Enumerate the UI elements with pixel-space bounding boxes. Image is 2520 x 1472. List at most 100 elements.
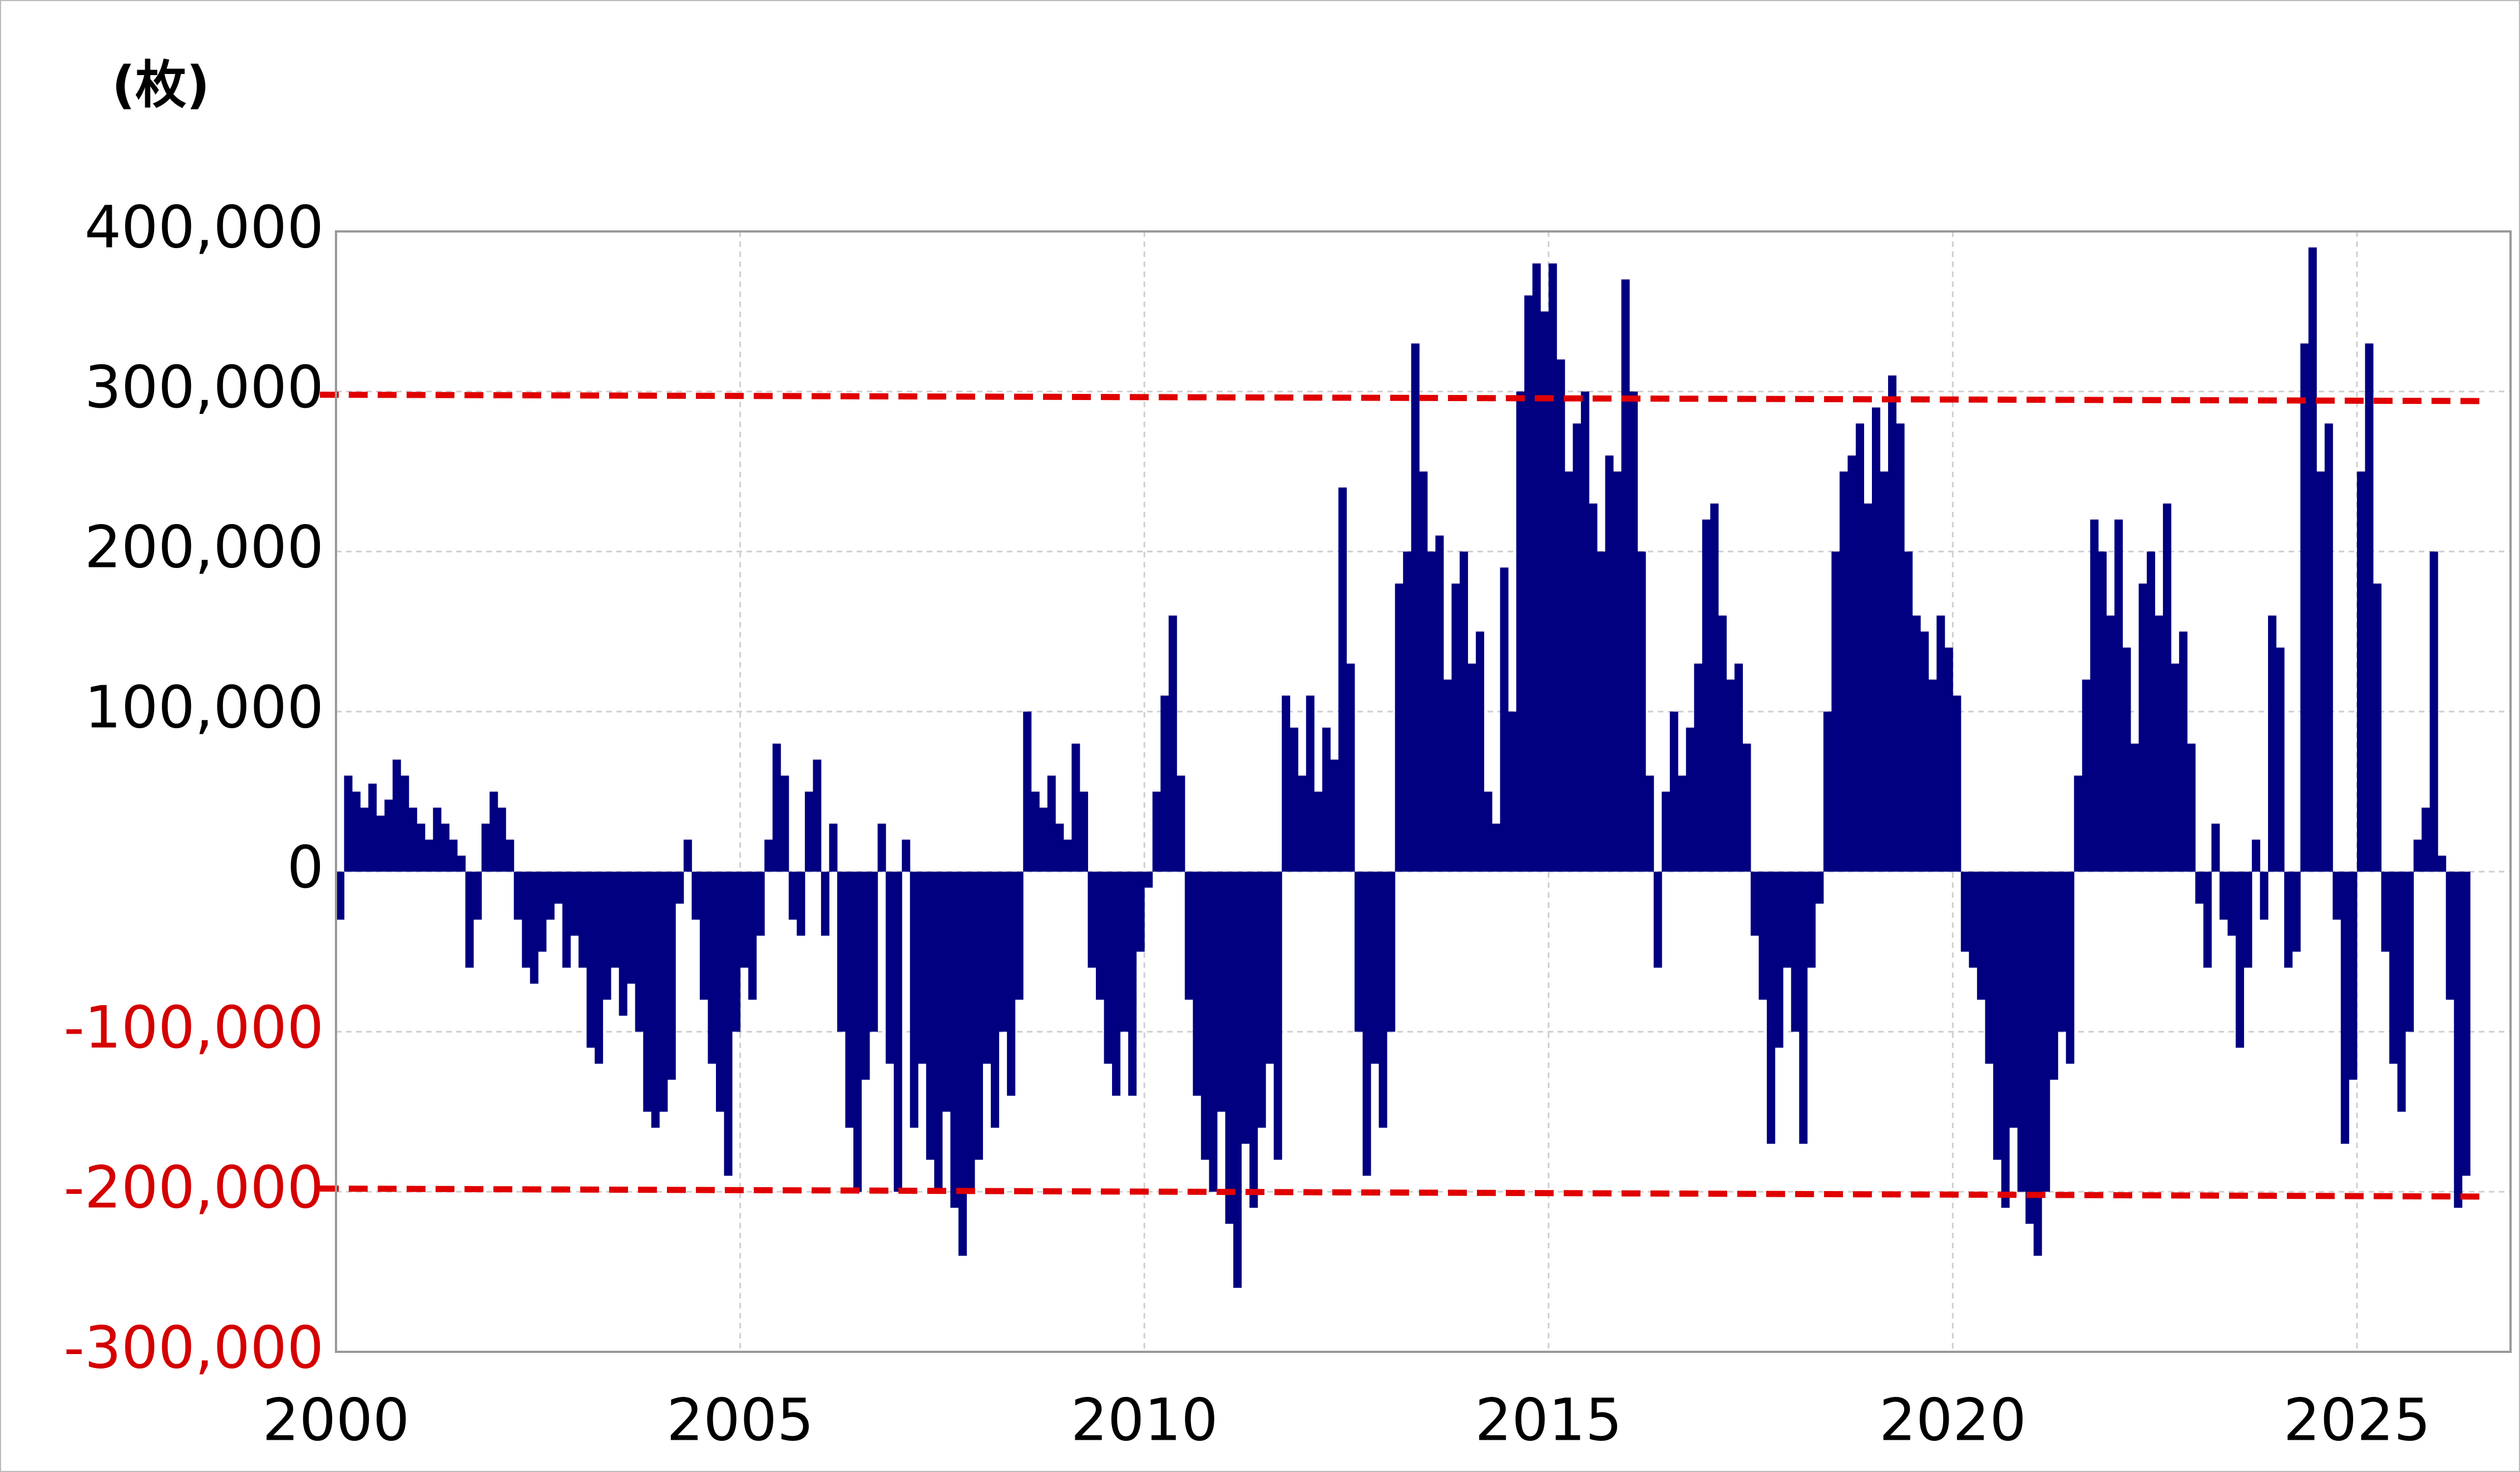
bar: [1484, 792, 1493, 872]
bar: [1088, 871, 1096, 968]
bar: [2009, 871, 2018, 1128]
bar: [441, 823, 449, 872]
bar: [1160, 695, 1169, 872]
bar: [2356, 471, 2365, 872]
bar: [853, 871, 862, 1192]
bar: [1726, 679, 1735, 872]
bar: [2203, 871, 2212, 968]
bar: [1371, 871, 1380, 1064]
bar: [1669, 712, 1678, 872]
bar: [2333, 871, 2341, 920]
bar: [1273, 871, 1282, 1160]
bar: [586, 871, 595, 1048]
bar: [724, 871, 733, 1176]
bar: [465, 871, 474, 968]
plot-frame: [335, 230, 2512, 1353]
y-axis-label: (枚): [112, 55, 210, 115]
bar: [1168, 615, 1177, 872]
bar: [1322, 727, 1331, 872]
bar: [1500, 567, 1509, 872]
bar: [2171, 663, 2180, 872]
bar: [788, 871, 797, 920]
bar: [804, 792, 813, 872]
bar: [1564, 471, 1573, 872]
bar: [2445, 871, 2454, 1000]
bar: [530, 871, 538, 984]
bar: [2244, 871, 2252, 968]
bar: [845, 871, 854, 1128]
y-tick-label: 300,000: [85, 353, 324, 421]
bar: [1864, 503, 1872, 872]
bar: [1960, 871, 1969, 952]
bar: [1031, 792, 1040, 872]
bar: [481, 823, 490, 872]
bar: [1233, 871, 1242, 1288]
bar: [1880, 471, 1889, 872]
bar: [1928, 679, 1937, 872]
bar: [635, 871, 644, 1032]
bar: [877, 823, 886, 872]
bar: [417, 823, 426, 872]
bar: [1646, 775, 1654, 872]
bar: [2131, 743, 2139, 872]
x-tick-label: 2005: [666, 1386, 814, 1454]
bar: [1023, 712, 1032, 872]
bar: [950, 871, 959, 1208]
bar: [999, 871, 1007, 1032]
bar: [1953, 695, 1961, 872]
bar: [837, 871, 846, 1032]
bar: [2219, 871, 2228, 920]
bar: [473, 871, 482, 920]
bar: [546, 871, 555, 920]
bar: [1015, 871, 1024, 1000]
bar: [1985, 871, 1994, 1064]
bar: [336, 871, 345, 920]
bar: [2163, 503, 2172, 872]
bar: [1524, 295, 1533, 872]
bar: [2227, 871, 2236, 936]
bar: [1063, 839, 1072, 872]
bar: [2260, 871, 2269, 920]
bar: [958, 871, 967, 1256]
bar: [2066, 871, 2074, 1064]
bar: [1548, 263, 1557, 872]
bar: [2365, 343, 2374, 872]
bar: [1589, 503, 1598, 872]
bar: [449, 839, 458, 872]
bar: [408, 807, 417, 872]
bar: [764, 839, 773, 872]
bar: [2090, 519, 2099, 872]
bar: [2195, 871, 2204, 904]
bar: [562, 871, 571, 968]
bar: [2454, 871, 2463, 1208]
bar: [1815, 871, 1824, 904]
bar: [619, 871, 627, 1016]
y-tick-label: 200,000: [85, 513, 324, 581]
bar: [934, 871, 943, 1192]
bar: [1977, 871, 1985, 1000]
y-tick-label: 0: [287, 833, 324, 901]
bar: [821, 871, 829, 936]
bar: [2074, 775, 2083, 872]
bar: [2179, 631, 2188, 872]
bar: [756, 871, 765, 936]
bar: [392, 759, 401, 872]
y-tick-label: 400,000: [85, 193, 324, 261]
bar: [1839, 471, 1848, 872]
bar: [2001, 871, 2010, 1208]
bar: [1872, 407, 1881, 872]
bar: [926, 871, 935, 1160]
bar: [2389, 871, 2398, 1064]
bar: [1573, 423, 1582, 872]
bar: [1799, 871, 1808, 1144]
bar: [2308, 247, 2317, 872]
bar: [2300, 343, 2309, 872]
bar: [344, 775, 353, 872]
bar: [1783, 871, 1792, 968]
bar: [1532, 263, 1541, 872]
bar: [1734, 663, 1743, 872]
bar: [595, 871, 604, 1064]
bar: [2438, 856, 2447, 872]
bar: [1411, 343, 1420, 872]
bar: [2025, 871, 2034, 1224]
